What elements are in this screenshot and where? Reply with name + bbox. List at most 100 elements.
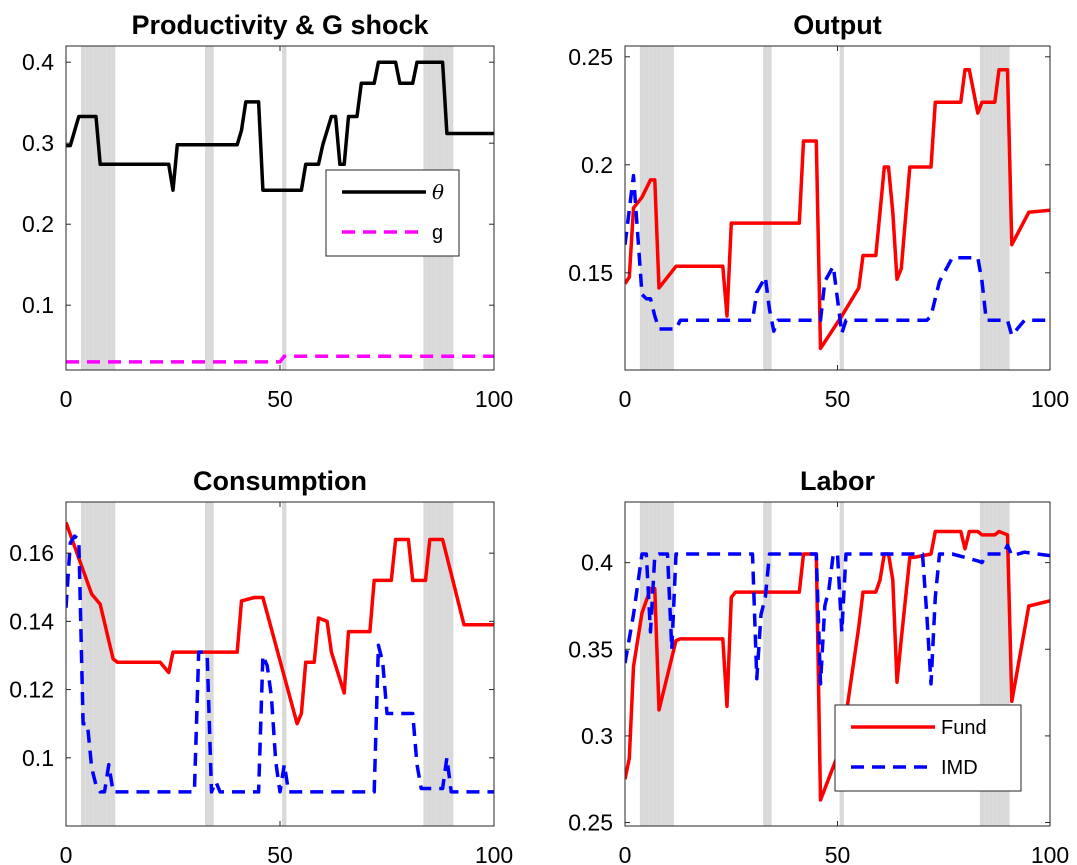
legend-box: [834, 704, 1022, 792]
shade-band: [110, 46, 116, 370]
chart-title: Productivity & G shock: [131, 10, 429, 40]
shade-band: [979, 46, 985, 370]
x-tick-label: 100: [1031, 842, 1069, 865]
legend-label: θ: [432, 180, 444, 204]
shade-band: [209, 502, 214, 826]
x-tick-label: 50: [267, 842, 293, 865]
shade-band: [767, 46, 772, 370]
y-tick-label: 0.2: [22, 211, 54, 237]
shade-band: [665, 502, 670, 826]
shade-band: [106, 46, 111, 370]
shade-band: [282, 46, 287, 370]
shade-band: [763, 46, 768, 370]
y-tick-label: 0.25: [568, 44, 613, 70]
y-tick-label: 0.16: [9, 540, 54, 566]
shade-band: [839, 502, 844, 826]
panel-2: 0 50 100 0.15 0.2 0.25 Output: [568, 10, 1069, 412]
shade-band: [639, 46, 645, 370]
shade-band: [440, 502, 445, 826]
shade-band: [98, 502, 103, 826]
series-line-g: [66, 354, 494, 364]
legend: Fund IMD: [834, 704, 1022, 792]
y-tick-label: 0.14: [9, 608, 54, 634]
panel-4: 0 50 100 0.25 0.3 0.35 0.4 Labor Fund IMD: [568, 466, 1069, 865]
plot-area: [625, 46, 1050, 370]
y-tick-label: 0.12: [9, 677, 54, 703]
x-tick-label: 50: [267, 386, 293, 412]
shade-band: [996, 46, 1002, 370]
series-line-imd: [625, 543, 1050, 686]
chart-title: Output: [793, 10, 881, 40]
shade-band: [644, 502, 649, 826]
shade-band: [282, 502, 287, 826]
y-tick-label: 0.25: [568, 810, 613, 836]
shade-band: [669, 46, 674, 370]
legend-box: [325, 169, 460, 257]
shade-band: [209, 46, 214, 370]
y-tick-label: 0.1: [22, 292, 54, 318]
shade-band: [102, 502, 107, 826]
series-line-fund: [625, 68, 1050, 351]
shade-band: [656, 46, 662, 370]
x-tick-label: 100: [475, 842, 513, 865]
shade-band: [661, 502, 666, 826]
y-tick-label: 0.3: [22, 130, 54, 156]
shade-band: [449, 502, 454, 826]
legend: θg: [325, 169, 460, 257]
x-tick-label: 100: [475, 386, 513, 412]
shade-band: [648, 46, 653, 370]
shade-band: [102, 46, 107, 370]
shade-band: [205, 46, 210, 370]
legend-label: g: [432, 222, 443, 244]
shade-band: [665, 46, 670, 370]
chart-title: Consumption: [193, 466, 367, 496]
shade-band: [106, 502, 111, 826]
shade-band: [89, 502, 94, 826]
x-tick-label: 50: [825, 386, 851, 412]
shade-band: [427, 502, 432, 826]
y-tick-label: 0.2: [581, 152, 613, 178]
shade-band: [652, 502, 657, 826]
legend-label: Fund: [941, 717, 987, 739]
shade-band: [648, 502, 653, 826]
shade-band: [839, 46, 844, 370]
x-tick-label: 100: [1031, 386, 1069, 412]
series-line-theta: [66, 60, 494, 192]
shade-band: [984, 502, 989, 826]
series-line-fund: [66, 521, 494, 726]
shade-band: [431, 502, 437, 826]
y-tick-label: 0.4: [581, 550, 613, 576]
x-tick-label: 0: [619, 842, 632, 865]
panel-3: 0 50 100 0.1 0.12 0.14 0.16 Consumption: [9, 466, 513, 865]
shade-band: [996, 502, 1002, 826]
x-tick-label: 50: [825, 842, 851, 865]
shade-band: [1005, 502, 1010, 826]
y-tick-label: 0.4: [22, 49, 54, 75]
shade-band: [979, 502, 985, 826]
shade-band: [992, 46, 997, 370]
shade-band: [992, 502, 997, 826]
x-tick-label: 0: [619, 386, 632, 412]
shade-band: [85, 502, 90, 826]
x-tick-label: 0: [60, 842, 73, 865]
shade-band: [984, 46, 989, 370]
y-tick-label: 0.3: [581, 723, 613, 749]
y-tick-label: 0.1: [22, 745, 54, 771]
shade-band: [988, 502, 993, 826]
shade-band: [988, 46, 993, 370]
shade-band: [89, 46, 94, 370]
legend-label: IMD: [941, 757, 978, 779]
shade-band: [639, 502, 645, 826]
shade-band: [763, 502, 768, 826]
panel-1: 0 50 100 0.1 0.2 0.3 0.4 Productivity & G shock…: [22, 10, 513, 412]
shade-band: [661, 46, 666, 370]
y-tick-label: 0.35: [568, 636, 613, 662]
shade-band: [93, 502, 99, 826]
shade-band: [436, 502, 441, 826]
chart-title: Labor: [800, 466, 875, 496]
shade-band: [98, 46, 103, 370]
shade-band: [1005, 46, 1010, 370]
series-line-fund: [625, 529, 1050, 802]
shade-band: [644, 46, 649, 370]
